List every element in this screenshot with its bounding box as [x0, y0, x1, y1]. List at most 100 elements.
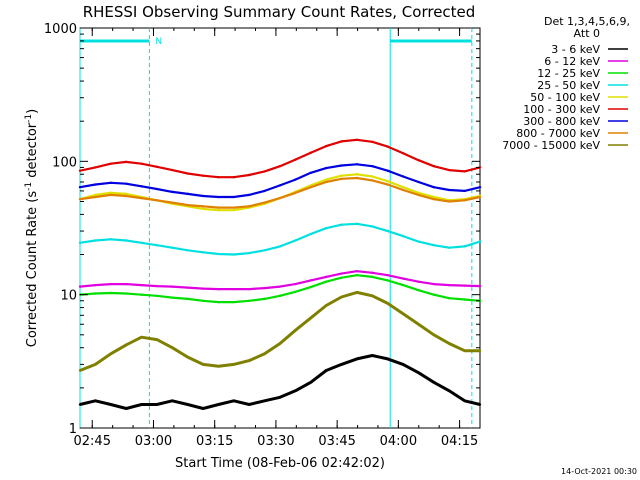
series-point: [217, 209, 220, 212]
series-point: [171, 296, 174, 299]
series-line: [79, 222, 481, 256]
series-point: [171, 168, 174, 172]
legend-label: 100 - 300 keV: [523, 103, 600, 116]
series-point: [432, 164, 436, 168]
series-point: [371, 164, 374, 168]
series-point: [478, 185, 482, 189]
series-point: [171, 346, 174, 349]
series-point: [324, 304, 328, 307]
series-point: [278, 396, 282, 399]
legend-header-detectors: Det 1,3,4,5,6,9,: [544, 15, 630, 28]
series-point: [140, 283, 143, 287]
series-point: [124, 282, 128, 286]
series-point: [94, 195, 97, 199]
series-point: [448, 188, 451, 192]
series-point: [140, 185, 143, 188]
series-point: [386, 179, 389, 183]
series-point: [355, 222, 359, 226]
series-point: [309, 279, 312, 282]
series-point: [417, 193, 420, 197]
series-point: [463, 349, 466, 352]
x-tick-label: 03:45: [318, 434, 355, 449]
series-point: [278, 184, 282, 187]
series-point: [355, 176, 359, 180]
series-point: [324, 280, 328, 283]
series-point: [201, 251, 205, 254]
x-tick-label: 03:15: [196, 434, 233, 449]
series-point: [294, 191, 297, 195]
series-point: [140, 293, 143, 296]
y-axis: 1 10 100 1000: [44, 22, 480, 437]
series-point: [324, 275, 328, 279]
series-point: [448, 246, 451, 249]
series-point: [263, 297, 266, 301]
series-line: [79, 173, 481, 212]
series-point: [186, 286, 189, 289]
series-point: [355, 291, 359, 294]
series-point: [309, 285, 312, 289]
series-point: [355, 163, 359, 166]
series-point: [248, 193, 251, 197]
series-point: [278, 164, 282, 168]
series-point: [124, 407, 128, 410]
plot-frame: [79, 27, 481, 429]
series-point: [478, 349, 482, 352]
series-point: [309, 171, 312, 175]
series-point: [94, 292, 97, 295]
chart-title: RHESSI Observing Summary Count Rates, Co…: [83, 3, 476, 21]
series-point: [94, 283, 97, 287]
series-point: [417, 158, 420, 162]
series-point: [232, 209, 236, 212]
series-point: [340, 295, 343, 299]
series-point: [109, 193, 112, 197]
series-point: [248, 299, 251, 302]
series-point: [78, 369, 82, 372]
series-point: [448, 342, 451, 345]
series-point: [171, 285, 174, 288]
series-point: [324, 227, 328, 230]
series-point: [278, 342, 282, 345]
series-point: [171, 201, 174, 204]
x-axis-title: Start Time (08-Feb-06 02:42:02): [175, 456, 385, 471]
series-point: [340, 140, 343, 143]
series-point: [263, 201, 266, 204]
legend-label: 6 - 12 keV: [544, 55, 600, 68]
series-point: [109, 238, 112, 241]
series-point: [340, 272, 343, 275]
series-point: [278, 245, 282, 248]
series-point: [324, 180, 328, 184]
series-point: [109, 181, 112, 185]
series-point: [432, 197, 436, 201]
x-tick-label: 03:30: [257, 434, 294, 449]
series-point: [171, 190, 174, 194]
series-point: [263, 286, 266, 290]
series-point: [417, 191, 420, 195]
series-point: [248, 251, 251, 255]
series-point: [109, 191, 112, 195]
series-point: [201, 207, 205, 211]
series-point: [232, 300, 236, 304]
series-point: [401, 188, 405, 192]
series-point: [140, 335, 143, 339]
series-point: [155, 338, 159, 341]
series-point: [309, 185, 312, 189]
series-point: [217, 300, 220, 304]
series-point: [248, 173, 251, 177]
series-point: [263, 170, 266, 173]
series-point: [124, 194, 128, 198]
series-point: [263, 249, 266, 252]
series-point: [401, 234, 405, 238]
series-point: [94, 399, 97, 402]
series-point: [371, 140, 374, 144]
series-point: [78, 241, 82, 244]
series-point: [109, 282, 112, 286]
series-point: [432, 195, 436, 199]
series-point: [432, 293, 436, 296]
series-point: [463, 245, 466, 248]
series-point: [294, 290, 297, 294]
series-point: [232, 176, 236, 179]
series-point: [186, 297, 189, 301]
series-point: [94, 166, 97, 169]
series-point: [324, 166, 328, 170]
